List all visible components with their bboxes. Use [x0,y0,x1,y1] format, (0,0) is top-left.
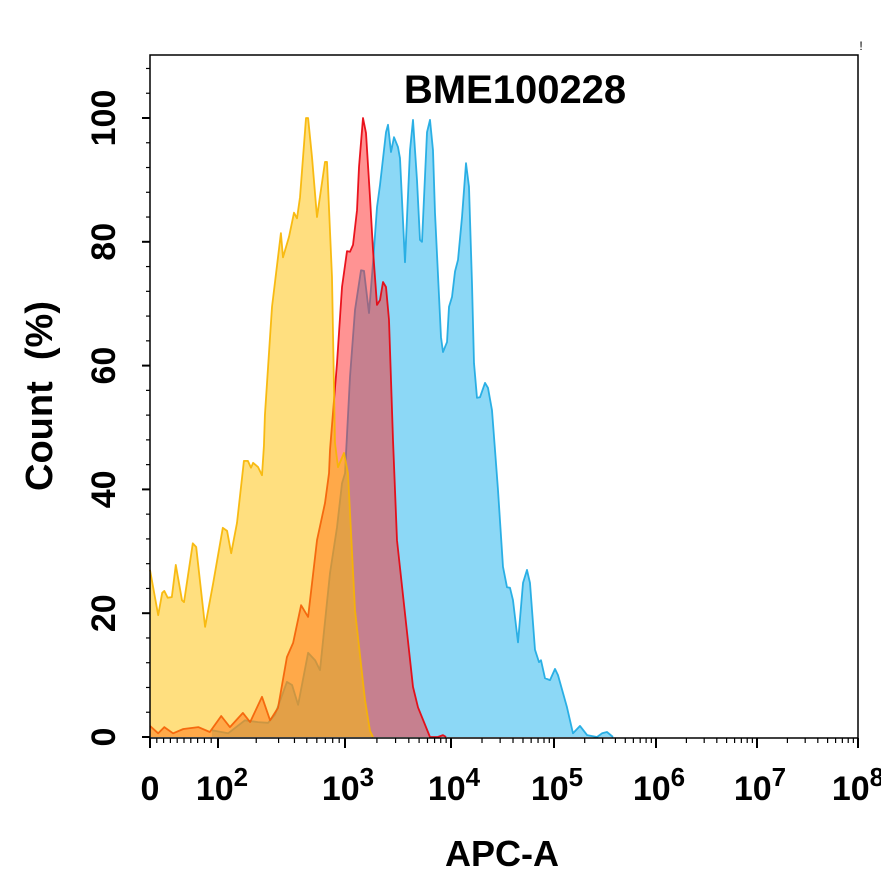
x-tick-base: 10 [531,770,569,808]
y-axis-label: Count (%) [19,301,61,491]
y-tick-label: 20 [85,594,123,632]
x-tick-base: 10 [322,770,360,808]
x-tick-labels: 0 102 103 104 105 106 107 108 [141,762,881,808]
x-tick-base: 10 [196,770,234,808]
y-tick-label: 40 [85,470,123,508]
series-2-line [149,117,374,738]
y-tick-labels: 0 20 40 60 80 100 [85,90,123,747]
y-tick-label: 80 [85,223,123,261]
x-tick-label: 106 [633,762,685,808]
x-tick-exponent: 2 [234,762,248,792]
x-tick-base: 10 [633,770,671,808]
x-tick-exponent: 4 [466,762,481,792]
corner-mark: ! [859,39,862,53]
x-tick-exponent: 3 [360,762,374,792]
x-tick-base: 0 [141,770,160,808]
x-tick-label: 105 [531,762,583,808]
x-tick-label: 102 [196,762,248,808]
x-tick-label: 104 [428,762,481,808]
series-2-fill [150,118,373,737]
chart-title: BME100228 [404,68,626,112]
x-tick-label: 0 [141,770,160,808]
x-tick-label: 107 [734,762,786,808]
ticks-layer [142,67,859,748]
x-tick-label: 103 [322,762,374,808]
x-axis-label: APC-A [445,833,559,874]
x-tick-exponent: 7 [772,762,786,792]
x-tick-exponent: 5 [569,762,583,792]
x-tick-base: 10 [734,770,772,808]
x-tick-base: 10 [832,770,870,808]
y-tick-label: 100 [85,90,123,147]
series-1-fill [150,118,447,737]
x-tick-exponent: 8 [870,762,881,792]
x-tick-base: 10 [428,770,466,808]
y-tick-label: 60 [85,347,123,385]
plot-frame [149,54,859,739]
series-0-fill [211,119,613,737]
y-tick-label: 0 [85,728,123,747]
series-layer [149,117,614,738]
x-tick-label: 108 [832,762,881,808]
x-tick-exponent: 6 [671,762,685,792]
